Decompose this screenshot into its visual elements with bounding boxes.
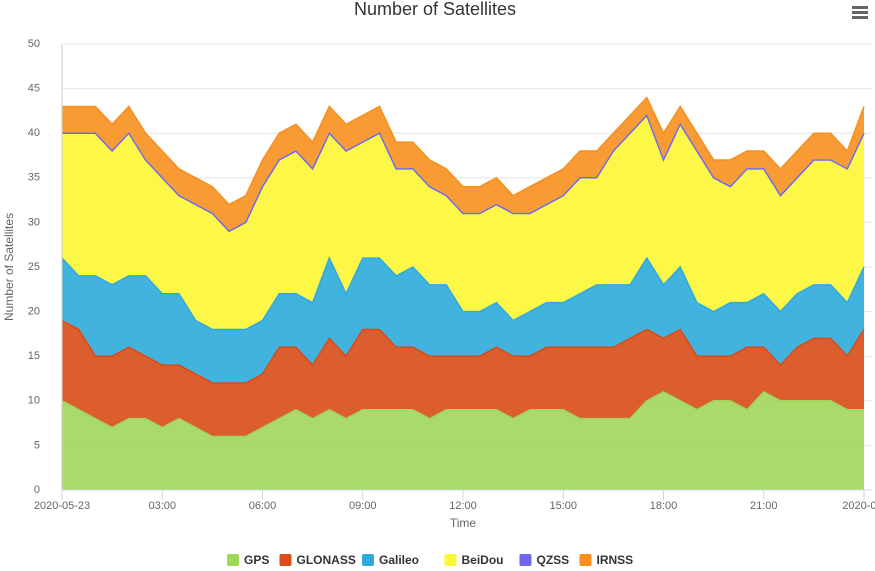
y-tick-label: 35 [28,172,40,184]
legend-swatch [362,554,374,566]
y-tick-label: 15 [28,350,40,362]
x-tick-label: 03:00 [148,500,176,512]
area-line [61,390,864,438]
x-tick-label: 15:00 [549,500,577,512]
y-tick-label: 45 [28,83,40,95]
legend-label: QZSS [537,553,570,567]
area-line [62,96,865,206]
legend-swatch [519,554,532,566]
x-tick-label: 06:00 [249,500,277,512]
x-axis-title: Time [450,516,477,530]
legend-swatch [227,554,239,566]
legend-item[interactable]: QZSS [519,553,570,567]
y-tick-label: 20 [28,306,40,318]
legend-item[interactable]: IRNSS [579,553,634,567]
legend-item[interactable]: BeiDou [444,553,504,567]
area-fill [62,97,864,232]
y-axis-title: Number of Satellites [2,213,16,321]
x-tick-label: 2020-05-23 [34,500,90,512]
x-tick-label: 2020-0... [842,500,875,512]
legend-label: GPS [244,553,269,567]
legend-swatch [444,554,457,566]
menu-button[interactable] [852,6,868,19]
legend-label: BeiDou [462,553,504,567]
legend-label: GLONASS [297,553,356,567]
x-tick-label: 21:00 [750,500,778,512]
area-fill [62,115,864,330]
y-tick-label: 30 [28,216,40,228]
y-tick-label: 25 [28,261,40,273]
y-tick-label: 0 [34,484,40,496]
menu-bar [852,11,868,14]
menu-bar [852,6,868,9]
legend-swatch [279,554,292,566]
y-tick-label: 5 [34,439,40,451]
y-tick-label: 40 [28,127,40,139]
legend-item[interactable]: GLONASS [279,553,356,567]
area-line [62,113,865,233]
legend-label: Galileo [379,553,419,567]
area-fill [62,320,864,437]
legend-item[interactable]: GPS [227,553,269,567]
x-tick-label: 09:00 [349,500,377,512]
area-line [61,256,865,331]
x-tick-label: 18:00 [650,500,678,512]
legend-label: IRNSS [597,553,634,567]
area-line [61,319,865,384]
y-tick-label: 50 [28,38,40,50]
y-tick-label: 10 [28,395,40,407]
area-fill [62,258,864,383]
chart-title: Number of Satellites [354,0,516,19]
legend-swatch [579,554,592,566]
menu-bar [852,16,868,19]
legend-item[interactable]: Galileo [362,553,419,567]
area-fill [62,391,864,490]
x-tick-label: 12:00 [449,500,477,512]
